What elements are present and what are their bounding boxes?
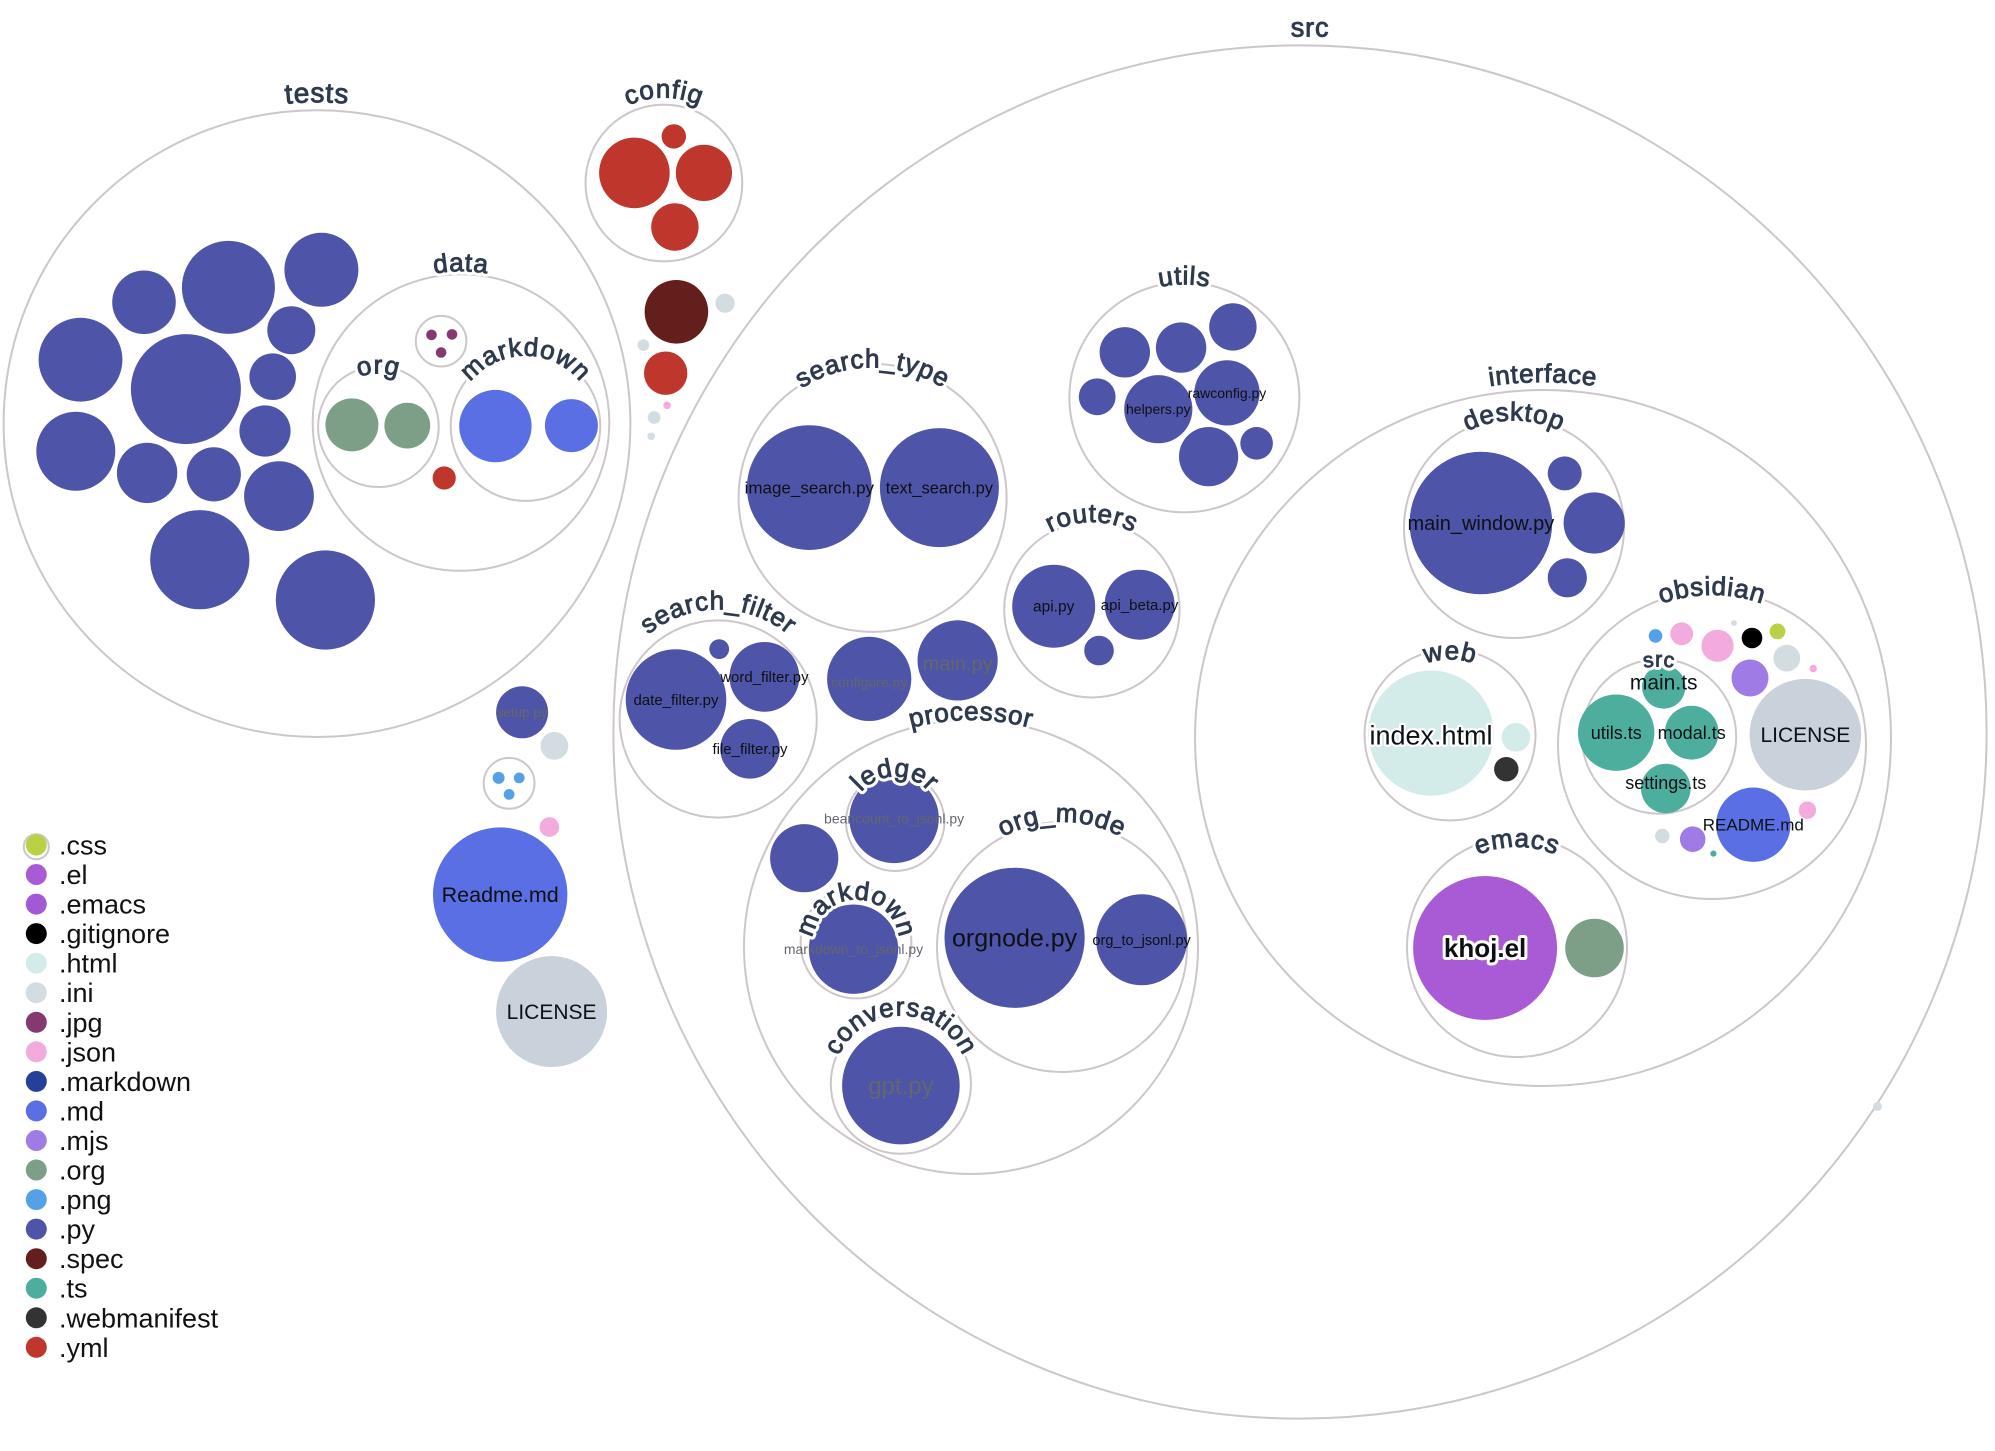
svg-text:data: data [431, 247, 491, 279]
svg-text:org_mode: org_mode [993, 798, 1132, 843]
svg-text:LICENSE: LICENSE [1760, 724, 1850, 747]
svg-text:.mjs: .mjs [59, 1126, 109, 1156]
svg-text:markdown_to_jsonl.py: markdown_to_jsonl.py [784, 941, 923, 957]
svg-text:settings.ts: settings.ts [1625, 773, 1706, 793]
svg-text:routers: routers [1040, 498, 1143, 538]
svg-text:.markdown: .markdown [59, 1067, 191, 1097]
svg-text:src: src [1642, 648, 1677, 672]
svg-text:utils: utils [1156, 260, 1213, 293]
svg-text:.spec: .spec [59, 1244, 124, 1274]
svg-text:.gitignore: .gitignore [59, 919, 170, 949]
svg-text:gpt.py: gpt.py [868, 1073, 933, 1100]
svg-text:src: src [1642, 648, 1677, 672]
svg-text:api.py: api.py [1033, 599, 1075, 616]
svg-text:README.md: README.md [1703, 816, 1804, 835]
svg-text:beancount_to_jsonl.py: beancount_to_jsonl.py [824, 810, 964, 826]
svg-text:index.html: index.html [1369, 721, 1492, 751]
svg-text:.png: .png [59, 1185, 112, 1215]
svg-text:tests: tests [283, 77, 350, 110]
svg-text:setup.py: setup.py [497, 705, 548, 720]
svg-text:word_filter.py: word_filter.py [719, 669, 809, 686]
svg-text:.org: .org [59, 1156, 106, 1186]
svg-text:main.ts: main.ts [1630, 671, 1698, 694]
svg-text:khoj.el: khoj.el [1444, 933, 1526, 963]
svg-text:obsidian: obsidian [1654, 571, 1769, 610]
svg-text:markdown: markdown [454, 331, 598, 386]
svg-text:main.py: main.py [923, 653, 993, 675]
svg-text:tests: tests [283, 77, 350, 110]
svg-text:helpers.py: helpers.py [1126, 401, 1191, 417]
svg-text:.ts: .ts [59, 1274, 88, 1304]
svg-text:data: data [431, 247, 491, 279]
svg-text:.webmanifest: .webmanifest [59, 1303, 219, 1333]
svg-text:emacs: emacs [1470, 823, 1564, 861]
svg-text:.py: .py [59, 1215, 96, 1245]
svg-text:api_beta.py: api_beta.py [1101, 597, 1179, 614]
svg-text:image_search.py: image_search.py [745, 479, 875, 498]
svg-text:src: src [1290, 12, 1329, 42]
svg-text:search_type: search_type [789, 343, 955, 393]
svg-text:src: src [1290, 12, 1329, 42]
svg-text:utils.ts: utils.ts [1591, 723, 1642, 743]
svg-text:Readme.md: Readme.md [442, 883, 559, 907]
svg-text:interface: interface [1486, 358, 1599, 392]
svg-text:text_search.py: text_search.py [886, 479, 994, 497]
svg-text:.jpg: .jpg [59, 1008, 103, 1038]
svg-text:web: web [1419, 635, 1480, 669]
svg-text:.json: .json [59, 1037, 116, 1067]
svg-text:org: org [353, 349, 403, 382]
svg-text:utils: utils [1156, 260, 1213, 293]
svg-text:orgnode.py: orgnode.py [952, 925, 1078, 953]
svg-text:.yml: .yml [59, 1333, 109, 1363]
svg-text:.ini: .ini [59, 978, 94, 1008]
svg-text:configure.py: configure.py [831, 674, 907, 690]
svg-text:processor: processor [905, 696, 1036, 734]
svg-text:file_filter.py: file_filter.py [712, 741, 788, 758]
svg-text:.css: .css [59, 831, 107, 861]
svg-text:.emacs: .emacs [59, 890, 146, 920]
svg-text:date_filter.py: date_filter.py [633, 692, 719, 709]
svg-text:rawconfig.py: rawconfig.py [1188, 385, 1267, 401]
svg-text:main_window.py: main_window.py [1408, 513, 1555, 535]
svg-text:org_to_jsonl.py: org_to_jsonl.py [1092, 933, 1191, 949]
svg-text:modal.ts: modal.ts [1658, 723, 1726, 743]
svg-text:LICENSE: LICENSE [507, 1001, 597, 1024]
svg-text:.html: .html [59, 949, 118, 979]
svg-text:.el: .el [59, 860, 88, 890]
svg-text:desktop: desktop [1458, 396, 1570, 436]
svg-text:.md: .md [59, 1096, 104, 1126]
